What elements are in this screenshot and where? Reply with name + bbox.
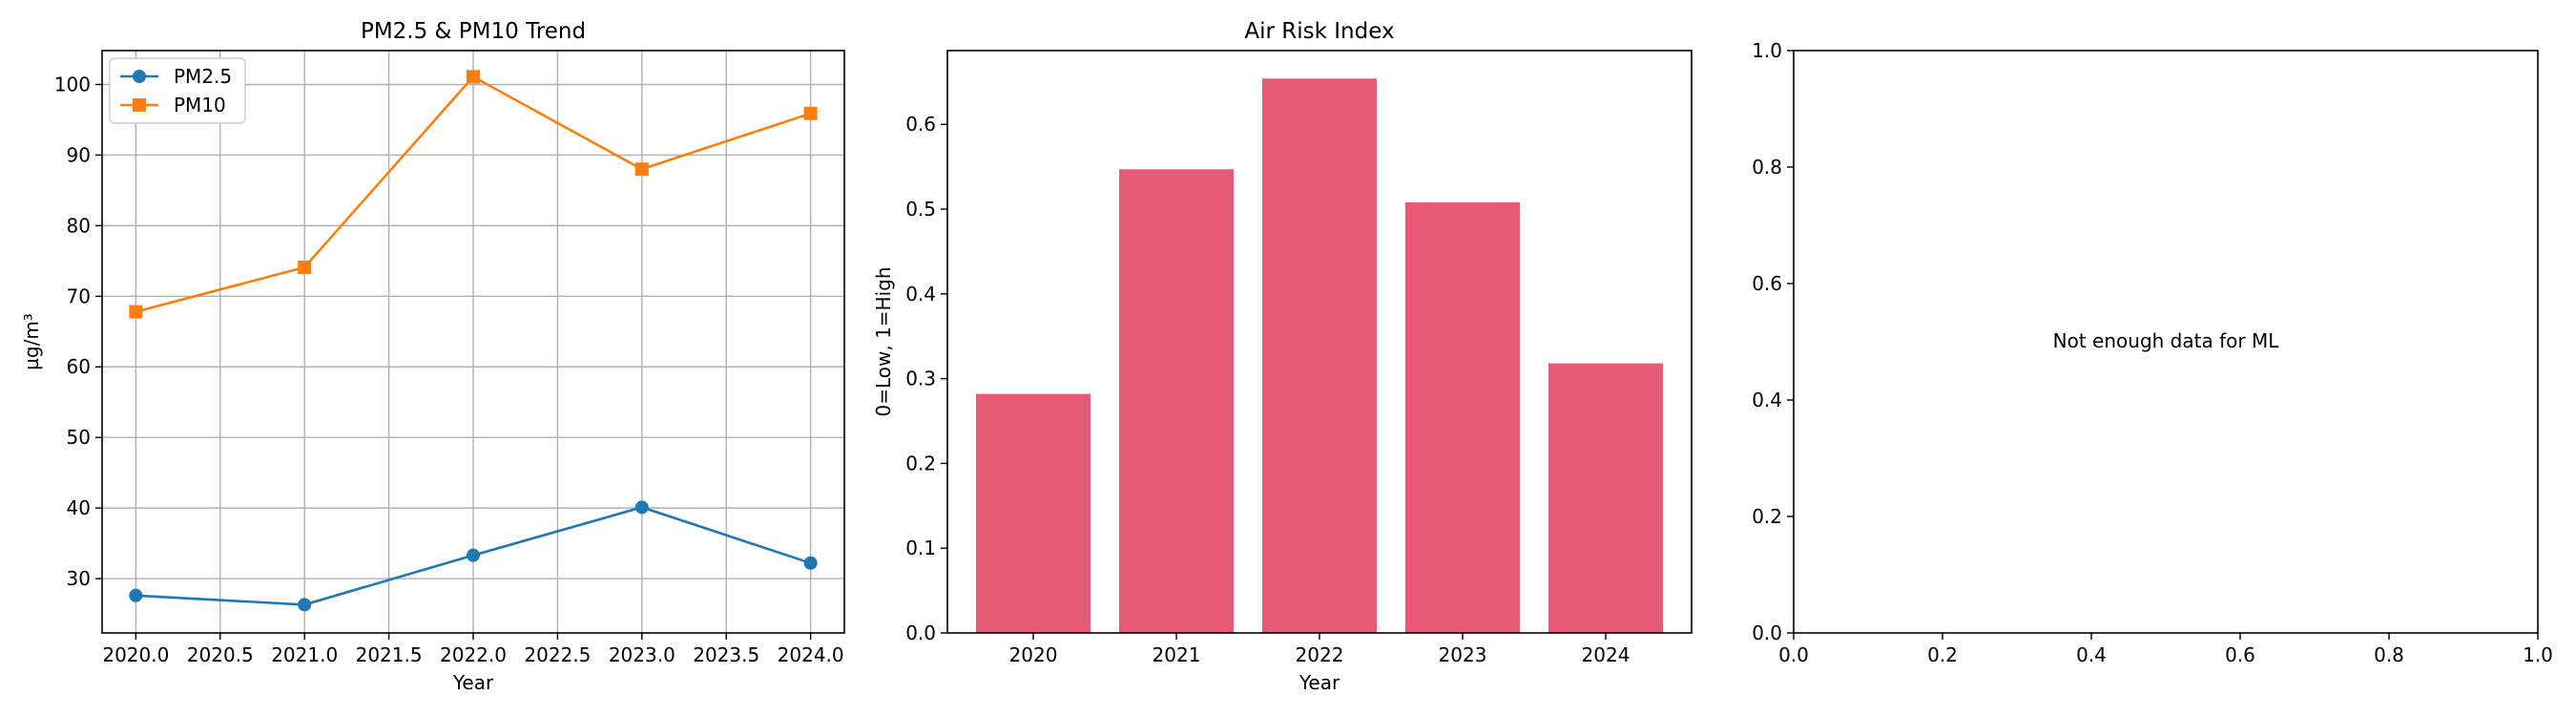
- risk-bar-2020: [976, 393, 1091, 633]
- risk-index-ytick-label: 0.2: [905, 452, 936, 474]
- ml-ytick-label: 0.0: [1752, 621, 1782, 644]
- pm-trend-xtick-label: 2022.0: [440, 643, 507, 666]
- ml-ticks: 0.0 0.2 0.4 0.6 0.8 1.0 0.0 0.2 0.4 0.6 0.8 1.0: [1752, 39, 2553, 666]
- point-pm10: [467, 70, 480, 84]
- point-pm25: [298, 598, 312, 612]
- ml-ytick-label: 0.8: [1752, 156, 1782, 179]
- legend-pm25-label: PM2.5: [174, 65, 232, 88]
- ml-xtick-label: 0.6: [2225, 643, 2255, 666]
- risk-bar-2023: [1405, 201, 1520, 633]
- point-pm25: [803, 556, 818, 570]
- ml-xtick-label: 0.8: [2374, 643, 2404, 666]
- pm-trend-ytick-label: 60: [67, 355, 91, 378]
- legend-pm10-label: PM10: [174, 94, 226, 116]
- pm-trend-panel: PM2.5 & PM10 Trend 2020.0 2020.5 2021.0 202…: [20, 19, 845, 694]
- risk-index-xtick-label: 2021: [1153, 643, 1201, 666]
- ml-xtick-label: 0.2: [1927, 643, 1958, 666]
- legend-pm25-marker: [133, 70, 146, 83]
- pm-trend-xtick-label: 2020.5: [187, 643, 254, 666]
- risk-index-bars: [976, 78, 1663, 633]
- risk-index-panel: Air Risk Index 2020 2021 2022 2023 2024 0.0 0.…: [872, 19, 1693, 694]
- ml-xtick-label: 0.4: [2076, 643, 2107, 666]
- pm-trend-xtick-label: 2022.5: [524, 643, 591, 666]
- pm-trend-grid: [102, 51, 844, 633]
- risk-index-xlabel: Year: [1298, 671, 1340, 694]
- pm-trend-xtick-label: 2020.0: [102, 643, 169, 666]
- pm-trend-ytick-label: 50: [67, 426, 91, 449]
- ml-panel: 0.0 0.2 0.4 0.6 0.8 1.0 0.0 0.2 0.4 0.6 0.8 1.0 Not…: [1752, 39, 2553, 666]
- ml-ytick-label: 0.2: [1752, 505, 1782, 528]
- risk-index-ylabel: 0=Low, 1=High: [872, 266, 895, 416]
- risk-index-ytick-label: 0.4: [905, 283, 936, 305]
- pm-trend-xtick-label: 2024.0: [778, 643, 844, 666]
- ml-ytick-label: 0.6: [1752, 272, 1782, 295]
- risk-bar-2022: [1262, 78, 1377, 633]
- risk-index-ticks: 2020 2021 2022 2023 2024 0.0 0.1 0.2 0.3 0.4 0.5 0.…: [905, 113, 1630, 666]
- pm-trend-ticks: 2020.0 2020.5 2021.0 2021.5 2022.0 2022.5 2023…: [54, 73, 844, 666]
- pm-trend-ylabel: µg/m³: [20, 313, 43, 370]
- risk-index-ytick-label: 0.6: [905, 113, 936, 136]
- pm-trend-xlabel: Year: [452, 671, 494, 694]
- legend-pm10-marker: [133, 98, 146, 112]
- pm-trend-series: [129, 70, 818, 612]
- pm-trend-ytick-label: 100: [54, 73, 91, 95]
- pm-trend-xtick-label: 2023.5: [693, 643, 759, 666]
- risk-index-ytick-label: 0.5: [905, 198, 936, 221]
- ml-ytick-label: 0.4: [1752, 389, 1782, 411]
- pm-trend-xtick-label: 2021.5: [356, 643, 423, 666]
- pm-trend-xtick-label: 2021.0: [271, 643, 338, 666]
- pm-trend-ytick-label: 30: [67, 567, 91, 590]
- ml-xtick-label: 1.0: [2523, 643, 2553, 666]
- ml-frame: [1793, 50, 2539, 634]
- point-pm10: [634, 162, 649, 177]
- risk-index-xtick-label: 2020: [1009, 643, 1058, 666]
- risk-index-ytick-label: 0.3: [905, 368, 936, 390]
- risk-bar-2024: [1548, 363, 1663, 633]
- risk-index-xtick-label: 2023: [1439, 643, 1487, 666]
- pm-trend-ytick-label: 80: [67, 214, 91, 237]
- risk-index-xtick-label: 2024: [1582, 643, 1631, 666]
- ml-annotation: Not enough data for ML: [2053, 329, 2280, 352]
- point-pm10: [129, 305, 143, 319]
- pm-trend-title: PM2.5 & PM10 Trend: [361, 19, 586, 44]
- risk-index-ytick-label: 0.0: [905, 621, 936, 644]
- risk-index-title: Air Risk Index: [1244, 19, 1394, 44]
- point-pm10: [803, 106, 818, 120]
- point-pm25: [634, 500, 649, 515]
- ml-xtick-label: 0.0: [1778, 643, 1809, 666]
- point-pm25: [129, 588, 143, 602]
- point-pm10: [298, 260, 312, 274]
- pm-trend-ytick-label: 70: [67, 284, 91, 307]
- risk-index-ytick-label: 0.1: [905, 537, 936, 559]
- risk-index-xtick-label: 2022: [1296, 643, 1344, 666]
- ml-ytick-label: 1.0: [1752, 39, 1782, 62]
- point-pm25: [467, 548, 480, 562]
- risk-bar-2021: [1119, 169, 1234, 633]
- pm-trend-xtick-label: 2023.0: [609, 643, 675, 666]
- pm-trend-ytick-label: 40: [67, 496, 91, 519]
- pm-trend-ytick-label: 90: [67, 143, 91, 166]
- pm-trend-legend: PM2.5 PM10: [109, 57, 246, 124]
